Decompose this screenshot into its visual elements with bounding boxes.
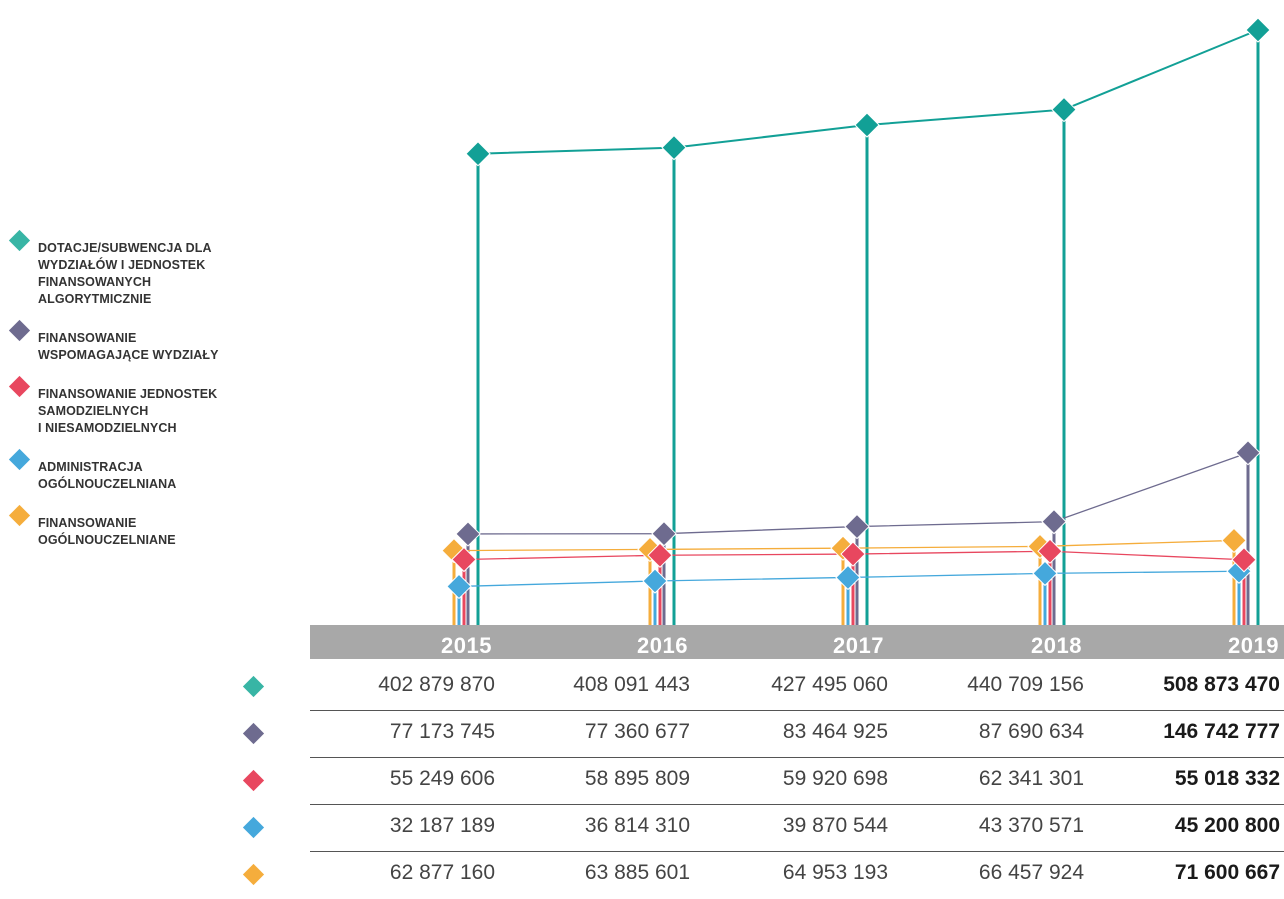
table-cell: 32 187 189 bbox=[389, 814, 495, 837]
orange-diamond-icon bbox=[8, 504, 31, 527]
data-point-diamond bbox=[1245, 17, 1271, 43]
year-label-2016: 2016 bbox=[637, 633, 688, 658]
series-diamond-icon bbox=[242, 816, 265, 839]
data-point-diamond bbox=[844, 513, 870, 540]
data-point-diamond bbox=[1037, 538, 1063, 564]
table-row: 77 173 745 77 360 677 83 464 925 87 690 634… bbox=[0, 711, 1284, 758]
legend-item-dotacje: DOTACJE/SUBWENCJA DLA WYDZIAŁÓW I JEDNOS… bbox=[8, 229, 268, 306]
table-cell: 58 895 809 bbox=[584, 767, 690, 790]
table-row: 402 879 870 408 091 443 427 495 060 440 709… bbox=[0, 664, 1284, 711]
legend-label: DOTACJE/SUBWENCJA DLA WYDZIAŁÓW I JEDNOS… bbox=[38, 241, 212, 306]
table-cell: 55 018 332 bbox=[1174, 767, 1280, 790]
legend-label: FINANSOWANIE JEDNOSTEK SAMODZIELNYCH I N… bbox=[38, 387, 218, 435]
table-row: 62 877 160 63 885 601 64 953 193 66 457 924… bbox=[0, 852, 1284, 899]
data-point-diamond bbox=[835, 564, 861, 591]
table-cell: 146 742 777 bbox=[1163, 720, 1280, 743]
data-point-diamond bbox=[1235, 440, 1261, 466]
table-cell: 55 249 606 bbox=[389, 767, 495, 790]
table-row: 55 249 606 58 895 809 59 920 698 62 341 301… bbox=[0, 758, 1284, 805]
data-point-diamond bbox=[451, 546, 477, 573]
table-cell: 408 091 443 bbox=[573, 673, 690, 696]
data-point-diamond bbox=[642, 568, 668, 594]
legend-item-ogolnouczelniane: FINANSOWANIE OGÓLNOUCZELNIANE bbox=[8, 504, 268, 547]
table-row: 32 187 189 36 814 310 39 870 544 43 370 571… bbox=[0, 805, 1284, 852]
table-cell: 64 953 193 bbox=[782, 861, 888, 884]
data-point-diamond bbox=[661, 134, 687, 161]
data-point-diamond bbox=[1221, 527, 1247, 554]
data-point-diamond bbox=[1231, 547, 1257, 573]
data-point-diamond bbox=[1041, 508, 1067, 535]
data-point-diamond bbox=[446, 573, 472, 600]
table-cell: 427 495 060 bbox=[771, 673, 888, 696]
year-label-2015: 2015 bbox=[441, 633, 492, 658]
data-point-diamond bbox=[647, 542, 673, 568]
row-divider bbox=[310, 804, 1284, 805]
year-header-bar: 2015 2016 2017 2018 2019 bbox=[310, 625, 1284, 659]
teal-diamond-icon bbox=[8, 229, 31, 252]
series-diamond-icon bbox=[242, 675, 265, 698]
series-diamond-icon bbox=[242, 722, 265, 745]
legend-item-administracja: ADMINISTRACJA OGÓLNOUCZELNIANA bbox=[8, 448, 268, 491]
legend-item-wspomagajace: FINANSOWANIE WSPOMAGAJĄCE WYDZIAŁY bbox=[8, 319, 268, 362]
legend-label: ADMINISTRACJA OGÓLNOUCZELNIANA bbox=[38, 460, 177, 491]
row-divider bbox=[310, 710, 1284, 711]
table-cell: 36 814 310 bbox=[584, 814, 690, 837]
table-cell: 39 870 544 bbox=[782, 814, 888, 837]
table-cell: 402 879 870 bbox=[378, 673, 495, 696]
data-point-diamond bbox=[465, 141, 491, 167]
year-label-2017: 2017 bbox=[833, 633, 884, 658]
table-cell: 440 709 156 bbox=[967, 673, 1084, 696]
purple-diamond-icon bbox=[8, 319, 31, 342]
legend: DOTACJE/SUBWENCJA DLA WYDZIAŁÓW I JEDNOS… bbox=[8, 229, 268, 563]
table-cell: 59 920 698 bbox=[782, 767, 888, 790]
legend-label: FINANSOWANIE WSPOMAGAJĄCE WYDZIAŁY bbox=[38, 331, 219, 362]
data-point-diamond bbox=[1051, 96, 1077, 123]
row-divider bbox=[310, 851, 1284, 852]
line-chart bbox=[441, 17, 1271, 625]
year-label-2019: 2019 bbox=[1228, 633, 1279, 658]
series-diamond-icon bbox=[242, 863, 265, 886]
table-cell: 43 370 571 bbox=[978, 814, 1084, 837]
table-cell: 508 873 470 bbox=[1163, 673, 1280, 696]
data-point-diamond bbox=[455, 521, 481, 547]
data-point-diamond bbox=[854, 112, 880, 138]
table-cell: 87 690 634 bbox=[978, 720, 1084, 743]
table-cell: 83 464 925 bbox=[782, 720, 888, 743]
table-cell: 71 600 667 bbox=[1174, 861, 1280, 884]
table-cell: 77 360 677 bbox=[584, 720, 690, 743]
data-point-diamond bbox=[840, 541, 866, 567]
series-diamond-icon bbox=[242, 769, 265, 792]
table-cell: 62 877 160 bbox=[389, 861, 495, 884]
legend-item-jednostki: FINANSOWANIE JEDNOSTEK SAMODZIELNYCH I N… bbox=[8, 375, 268, 435]
table-cell: 62 341 301 bbox=[978, 767, 1084, 790]
year-label-2018: 2018 bbox=[1031, 633, 1082, 658]
row-divider bbox=[310, 757, 1284, 758]
data-point-diamond bbox=[651, 520, 677, 547]
table-cell: 63 885 601 bbox=[584, 861, 690, 884]
legend-label: FINANSOWANIE OGÓLNOUCZELNIANE bbox=[38, 516, 176, 547]
table-cell: 77 173 745 bbox=[389, 720, 495, 743]
table-cell: 45 200 800 bbox=[1174, 814, 1280, 837]
data-point-diamond bbox=[1032, 560, 1058, 587]
blue-diamond-icon bbox=[8, 448, 31, 471]
red-diamond-icon bbox=[8, 375, 31, 398]
table-cell: 66 457 924 bbox=[978, 861, 1084, 884]
